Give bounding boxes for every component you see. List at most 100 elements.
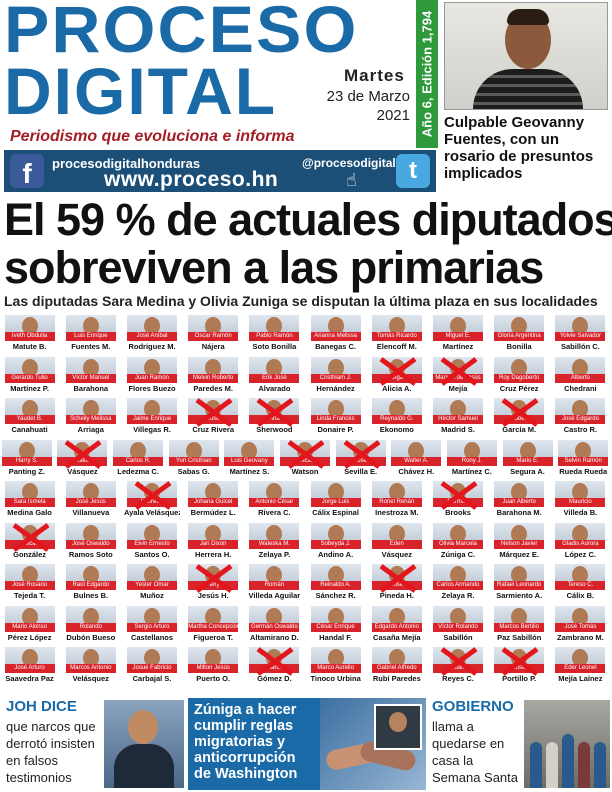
deputy-card: Luis Geovany Martínez S. (221, 439, 279, 481)
deputy-last-name: Ayala Velásquez (124, 508, 180, 517)
deputy-last-name: Bermúdez L. (190, 508, 236, 517)
deputy-first-name: Rony J. (446, 456, 497, 466)
deputy-last-name: Fuentes M. (71, 342, 111, 351)
eliminated-cross-icon (438, 357, 478, 385)
deputy-first-name: Gladis Aurora (555, 539, 606, 549)
deputy-card: Héctor Samuel Madrid S. (430, 398, 488, 439)
deputy-card: Josué Fabricio Carbajal S. (124, 647, 182, 688)
deputy-last-name: Canahuati (11, 425, 48, 434)
deputy-card: Olivia Marcela Zúniga C. (430, 522, 488, 564)
main-headline-line-1[interactable]: El 59 % de actuales diputados (4, 194, 612, 245)
deputy-card: Raúl Edgardo Bulnes B. (63, 564, 121, 605)
deputy-card: Scheily Melissa Arriaga (63, 398, 121, 439)
deputy-last-name: Madrid S. (441, 425, 475, 434)
eliminated-cross-icon (132, 481, 172, 509)
deputy-last-name: Watson (291, 466, 319, 476)
deputy-first-name: César Enrique (310, 622, 361, 632)
main-headline-line-2[interactable]: sobreviven a las primarias (4, 242, 544, 293)
deputy-first-name: Víctor Manuel (65, 373, 116, 383)
deputy-last-name: Sabillón (443, 632, 473, 642)
deputy-card: Gladis Aurora López C. (552, 522, 610, 564)
deputy-first-name: Reynaldo G. (371, 415, 422, 424)
deputy-first-name: Marco Aurelio (310, 664, 361, 673)
deputy-card: Erik José Alvarado (246, 356, 304, 398)
deputy-first-name: Elvin Ernesto (127, 539, 177, 549)
website-link[interactable]: www.proceso.hn (104, 168, 279, 191)
deputy-first-name: Reinaldo A. (310, 581, 361, 590)
deputy-card: Marcos Bertilio Paz Sabillón (491, 605, 549, 647)
deputy-first-name: Gerardo Tulio (4, 373, 55, 383)
deputy-first-name: Scheily Melissa (65, 415, 116, 424)
deputy-card: Reynaldo G. Ekonomo (369, 398, 427, 439)
deputy-card: Manuel de Jesús Mejía (430, 356, 488, 398)
deputy-last-name: Flores Buezo (128, 383, 176, 393)
deputy-card: José Aníbal Rodríguez M. (124, 315, 182, 356)
deputy-last-name: Rubí Paredes (372, 674, 421, 683)
deputy-card: Yuri Cristhian Sabas G. (166, 439, 224, 481)
facebook-handle[interactable]: procesodigitalhonduras (52, 156, 201, 171)
deputy-last-name: Chedrani (564, 383, 597, 393)
deputy-last-name: Pérez López (7, 632, 52, 642)
deputy-last-name: Ledezma C. (117, 466, 159, 476)
joh-teaser-title[interactable]: JOH DICE (6, 698, 77, 715)
deputy-last-name: Vásquez (67, 466, 98, 476)
deputy-first-name: Yolvie Salvador (555, 332, 606, 341)
deputy-first-name: Jari Dixon (188, 539, 239, 549)
deputy-last-name: Saavedra Paz (5, 674, 54, 683)
twitter-handle[interactable]: @procesodigital (302, 156, 396, 170)
deputy-first-name: Yuri Cristhian (168, 456, 219, 466)
side-story-headline[interactable]: Culpable Geovanny Fuentes, con un rosari… (444, 114, 594, 182)
deputy-first-name: Martha Concepción (188, 622, 239, 632)
deputy-last-name: Alvarado (258, 383, 291, 393)
deputy-last-name: Barahona (73, 383, 109, 393)
deputy-card: José Pineda H. (369, 564, 427, 605)
deputy-last-name: Bulnes B. (73, 591, 109, 600)
deputy-last-name: Martínez (442, 342, 474, 351)
deputy-first-name: José Tomás (555, 622, 606, 632)
deputy-card: Waleska M. Zelaya P. (246, 522, 304, 564)
deputy-last-name: Puerto O. (196, 674, 231, 683)
deputy-first-name: Nelson Javier (494, 539, 545, 549)
deputy-last-name: Gómez D. (257, 674, 292, 683)
deputy-card: Yester Omar Muñoz (124, 564, 182, 605)
deputy-last-name: Soto Bonilla (252, 342, 297, 351)
deputy-first-name: Olivia Marcela (433, 539, 483, 549)
gobierno-teaser-body[interactable]: llama a quedarse en casa la Semana Santa (432, 719, 519, 785)
deputy-card: Wilfredo Ayala Velásquez (124, 481, 182, 522)
deputy-card: José Edgardo Castro R. (552, 398, 610, 439)
deputy-card: Víctor Rolando Sabillón (430, 605, 488, 647)
deputy-last-name: Tinoco Urbina (310, 674, 361, 683)
deputy-first-name: Marcos Bertilio (494, 622, 545, 632)
deputy-card: Yaudet B. Canahuati (2, 398, 60, 439)
twitter-icon[interactable]: t (396, 154, 430, 188)
deputy-last-name: Panting Z. (8, 466, 45, 476)
deputy-last-name: Sabas G. (177, 466, 210, 476)
facebook-icon[interactable]: f (10, 154, 44, 189)
deputy-card: Roy Dagoberto Cruz Pérez (491, 356, 549, 398)
deputy-card: Tomás Ricardo Elencoff M. (369, 315, 427, 356)
deputy-card: Sergio Arturo Castellanos (124, 605, 182, 647)
deputy-last-name: Dubón Bueso (66, 632, 116, 642)
deputy-last-name: Chávez H. (398, 466, 435, 476)
issue-day: Martes (344, 66, 405, 85)
deputy-card: Johana Guicel Bermúdez L. (185, 481, 243, 522)
deputy-card: Iveth Obdulia Matute B. (2, 315, 60, 356)
deputy-last-name: Rivera C. (258, 508, 291, 517)
deputy-card: Marco Aurelio Tinoco Urbina (308, 647, 366, 688)
deputy-last-name: Casaña Mejía (373, 632, 421, 642)
deputy-last-name: Segura A. (510, 466, 545, 476)
deputy-card: Eden Vásquez (369, 522, 427, 564)
deputy-last-name: García M. (502, 425, 537, 434)
joh-teaser-body[interactable]: que narcos que derrotó insisten en falso… (6, 719, 96, 785)
deputy-card: José Cruz Rivera (185, 398, 243, 439)
deputy-card: Pablo Ramón Soto Bonilla (246, 315, 304, 356)
deputy-card: Rubén García M. (491, 398, 549, 439)
gobierno-teaser-title[interactable]: GOBIERNO (432, 698, 514, 715)
deputy-last-name: Martínez C. (451, 466, 492, 476)
deputy-last-name: Sabillón C. (561, 342, 600, 351)
deputy-card: Harry S. Panting Z. (0, 439, 57, 481)
deputy-card: Víctor Manuel Barahona (63, 356, 121, 398)
zuniga-teaser[interactable]: Zúniga a hacer cumplir reglas migratoria… (188, 698, 320, 790)
masthead-word-proceso: PROCESO (4, 0, 359, 66)
deputy-first-name: Eden (371, 539, 422, 549)
